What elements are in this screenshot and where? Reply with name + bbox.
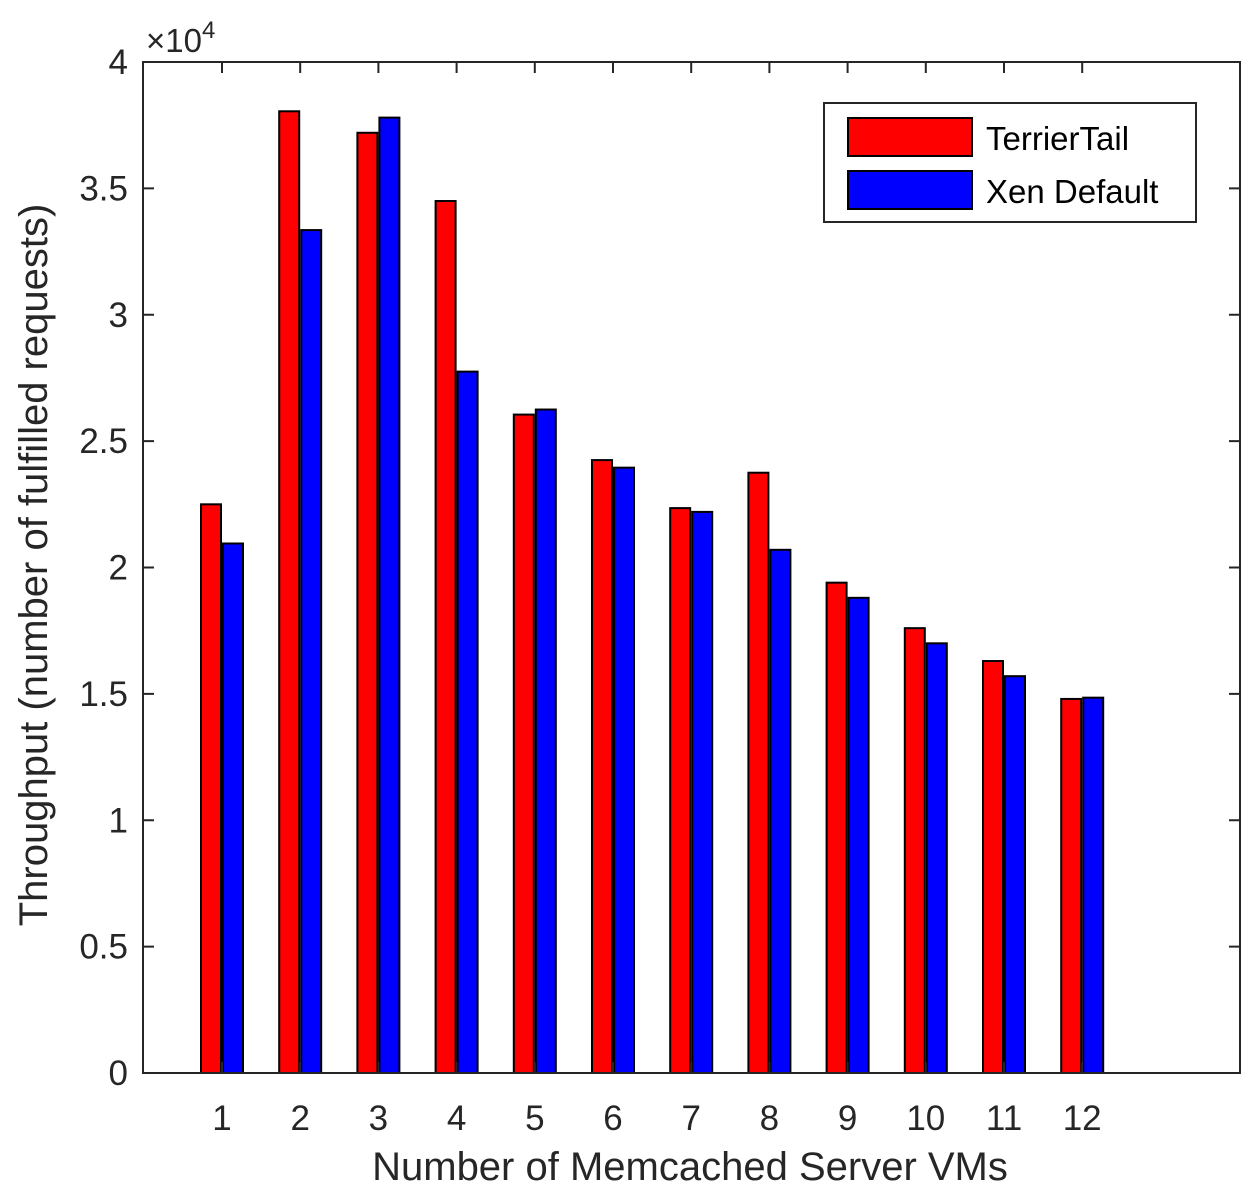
bar-terriertail-12 [1060,697,1083,1074]
x-tick-label-7: 7 [681,1099,700,1138]
legend-swatch-xen-default [847,170,973,210]
bar-terriertail-7 [669,507,692,1074]
bar-terriertail-10 [903,627,926,1074]
plot-area-frame [142,61,1241,1074]
y-axis-multiplier-base: ×10 [146,22,202,59]
bars-layer [200,110,1105,1075]
bar-terriertail-1 [200,503,222,1074]
x-tick-label-10: 10 [906,1099,945,1138]
y-tick-label-2: 1 [109,801,128,840]
bar-xen-default-6 [613,466,635,1074]
legend-label-xen-default: Xen Default [986,173,1158,210]
bar-xen-default-4 [456,370,479,1074]
legend: TerrierTail Xen Default [823,102,1197,223]
bar-terriertail-4 [434,200,457,1074]
bar-xen-default-9 [847,596,870,1075]
y-tick-label-6: 3 [109,296,128,335]
x-tick-label-2: 2 [290,1099,309,1138]
bar-xen-default-2 [300,229,323,1075]
bar-xen-default-11 [1004,675,1026,1074]
bar-terriertail-3 [356,131,379,1074]
bar-xen-default-3 [378,116,401,1075]
bar-xen-default-5 [534,408,557,1074]
bar-xen-default-8 [769,548,792,1074]
bar-xen-default-7 [691,510,714,1074]
x-tick-label-1: 1 [212,1099,231,1138]
x-tick-label-12: 12 [1063,1099,1102,1138]
bar-terriertail-9 [825,581,848,1074]
y-tick-label-3: 1.5 [79,675,128,714]
y-tick-label-8: 4 [109,43,128,82]
x-tick-label-5: 5 [525,1099,544,1138]
y-axis-multiplier: ×104 [146,17,215,59]
bar-terriertail-6 [591,459,613,1074]
bar-xen-default-10 [925,642,948,1074]
y-tick-label-1: 0.5 [79,928,128,967]
y-tick-label-7: 3.5 [79,169,128,208]
bar-xen-default-1 [222,542,244,1074]
bar-terriertail-11 [982,660,1004,1075]
bar-xen-default-12 [1082,696,1105,1074]
x-tick-label-11: 11 [986,1099,1022,1138]
bar-terriertail-8 [747,471,770,1074]
y-axis-label: Throughput (number of fulfilled requests… [12,204,56,927]
legend-label-terriertail: TerrierTail [986,120,1129,157]
x-tick-label-8: 8 [760,1099,779,1138]
y-axis-multiplier-exponent: 4 [202,17,215,44]
bar-terriertail-5 [512,413,535,1074]
x-tick-label-3: 3 [369,1099,388,1138]
bar-terriertail-2 [278,110,301,1074]
x-tick-label-4: 4 [447,1099,466,1138]
y-tick-label-0: 0 [109,1054,128,1093]
legend-swatch-terriertail [847,117,973,157]
y-tick-label-4: 2 [109,549,128,588]
x-tick-label-6: 6 [603,1099,622,1138]
x-tick-label-9: 9 [838,1099,857,1138]
x-axis-label: Number of Memcached Server VMs [372,1145,1008,1187]
y-tick-label-5: 2.5 [79,422,128,461]
